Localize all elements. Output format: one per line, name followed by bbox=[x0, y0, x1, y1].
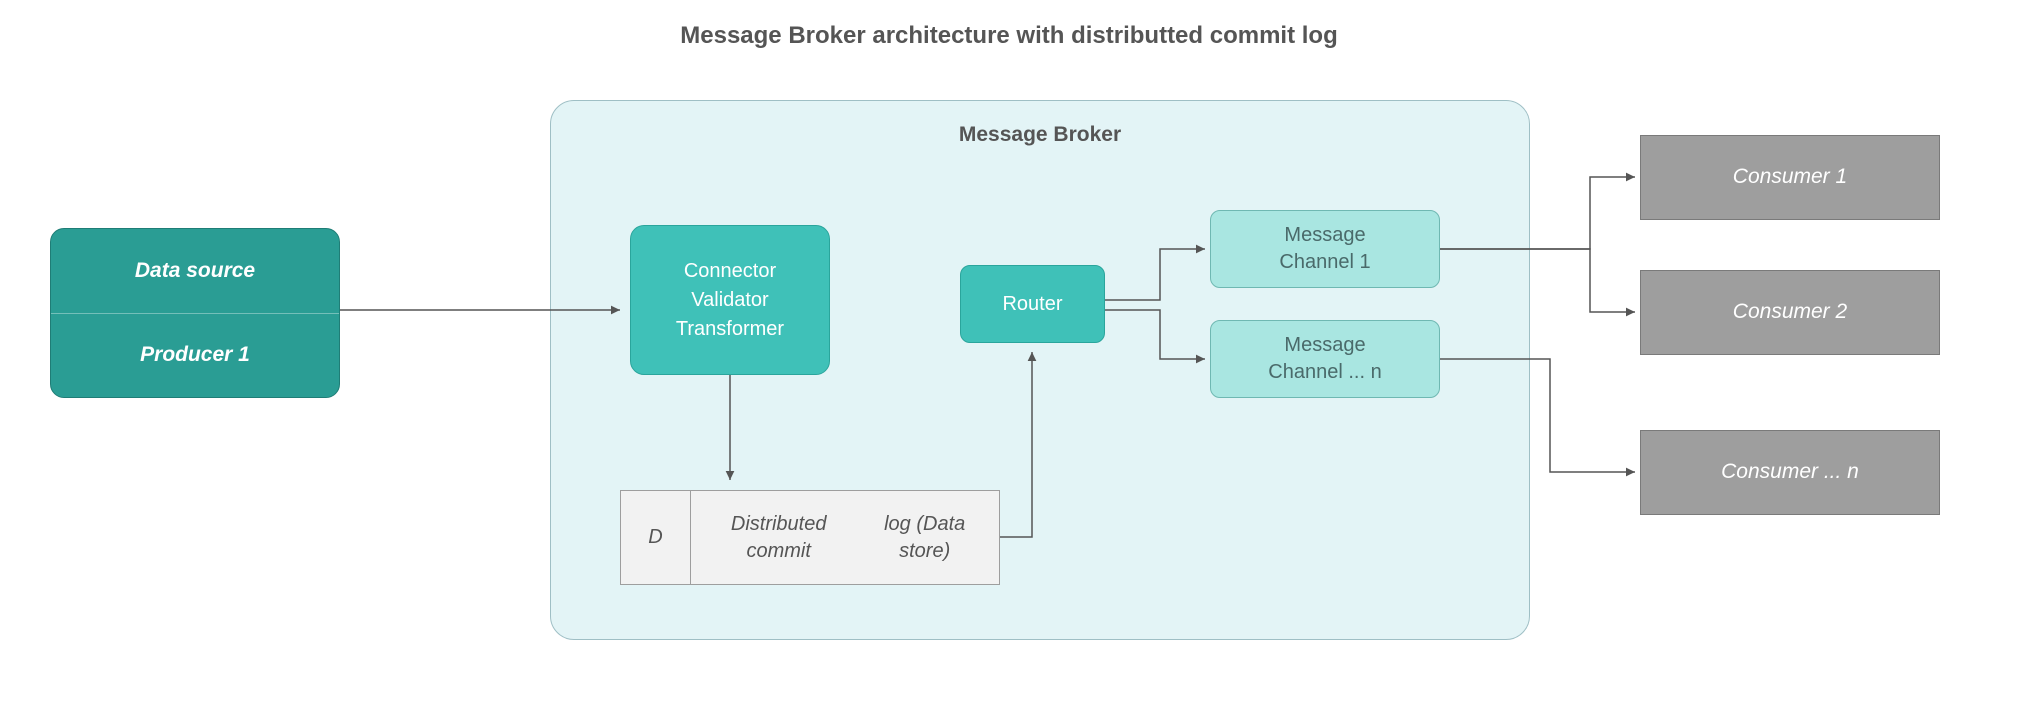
node-router: Router bbox=[960, 265, 1105, 343]
commitlog-line-1: log (Data store) bbox=[858, 511, 991, 565]
commitlog-line-0: Distributed commit bbox=[699, 511, 858, 565]
connector-line-1: Validator bbox=[683, 286, 776, 315]
channeln-line-1: Channel ... n bbox=[1260, 359, 1389, 386]
producer-section-0: Data source bbox=[127, 253, 263, 289]
node-consumer1: Consumer 1 bbox=[1640, 135, 1940, 220]
consumer1-line-0: Consumer 1 bbox=[1725, 159, 1855, 195]
producer-section-1: Producer 1 bbox=[132, 337, 258, 373]
commitlog-tab: D bbox=[621, 491, 691, 584]
node-channel1: Message Channel 1 bbox=[1210, 210, 1440, 288]
node-producer: Data source Producer 1 bbox=[50, 228, 340, 398]
node-consumern: Consumer ... n bbox=[1640, 430, 1940, 515]
node-channeln: Message Channel ... n bbox=[1210, 320, 1440, 398]
diagram-title: Message Broker architecture with distrib… bbox=[0, 22, 2018, 50]
commitlog-body: Distributed commit log (Data store) bbox=[691, 491, 999, 584]
router-line-0: Router bbox=[994, 287, 1070, 322]
channeln-line-0: Message bbox=[1276, 332, 1373, 359]
node-connector: Connector Validator Transformer bbox=[630, 225, 830, 375]
channel1-line-0: Message bbox=[1276, 222, 1373, 249]
producer-divider bbox=[51, 313, 339, 314]
broker-container-title: Message Broker bbox=[951, 117, 1129, 153]
consumern-line-0: Consumer ... n bbox=[1713, 454, 1867, 490]
connector-line-0: Connector bbox=[676, 257, 784, 286]
consumer2-line-0: Consumer 2 bbox=[1725, 294, 1855, 330]
node-commitlog: D Distributed commit log (Data store) bbox=[620, 490, 1000, 585]
node-consumer2: Consumer 2 bbox=[1640, 270, 1940, 355]
connector-line-2: Transformer bbox=[668, 315, 792, 344]
channel1-line-1: Channel 1 bbox=[1271, 249, 1378, 276]
